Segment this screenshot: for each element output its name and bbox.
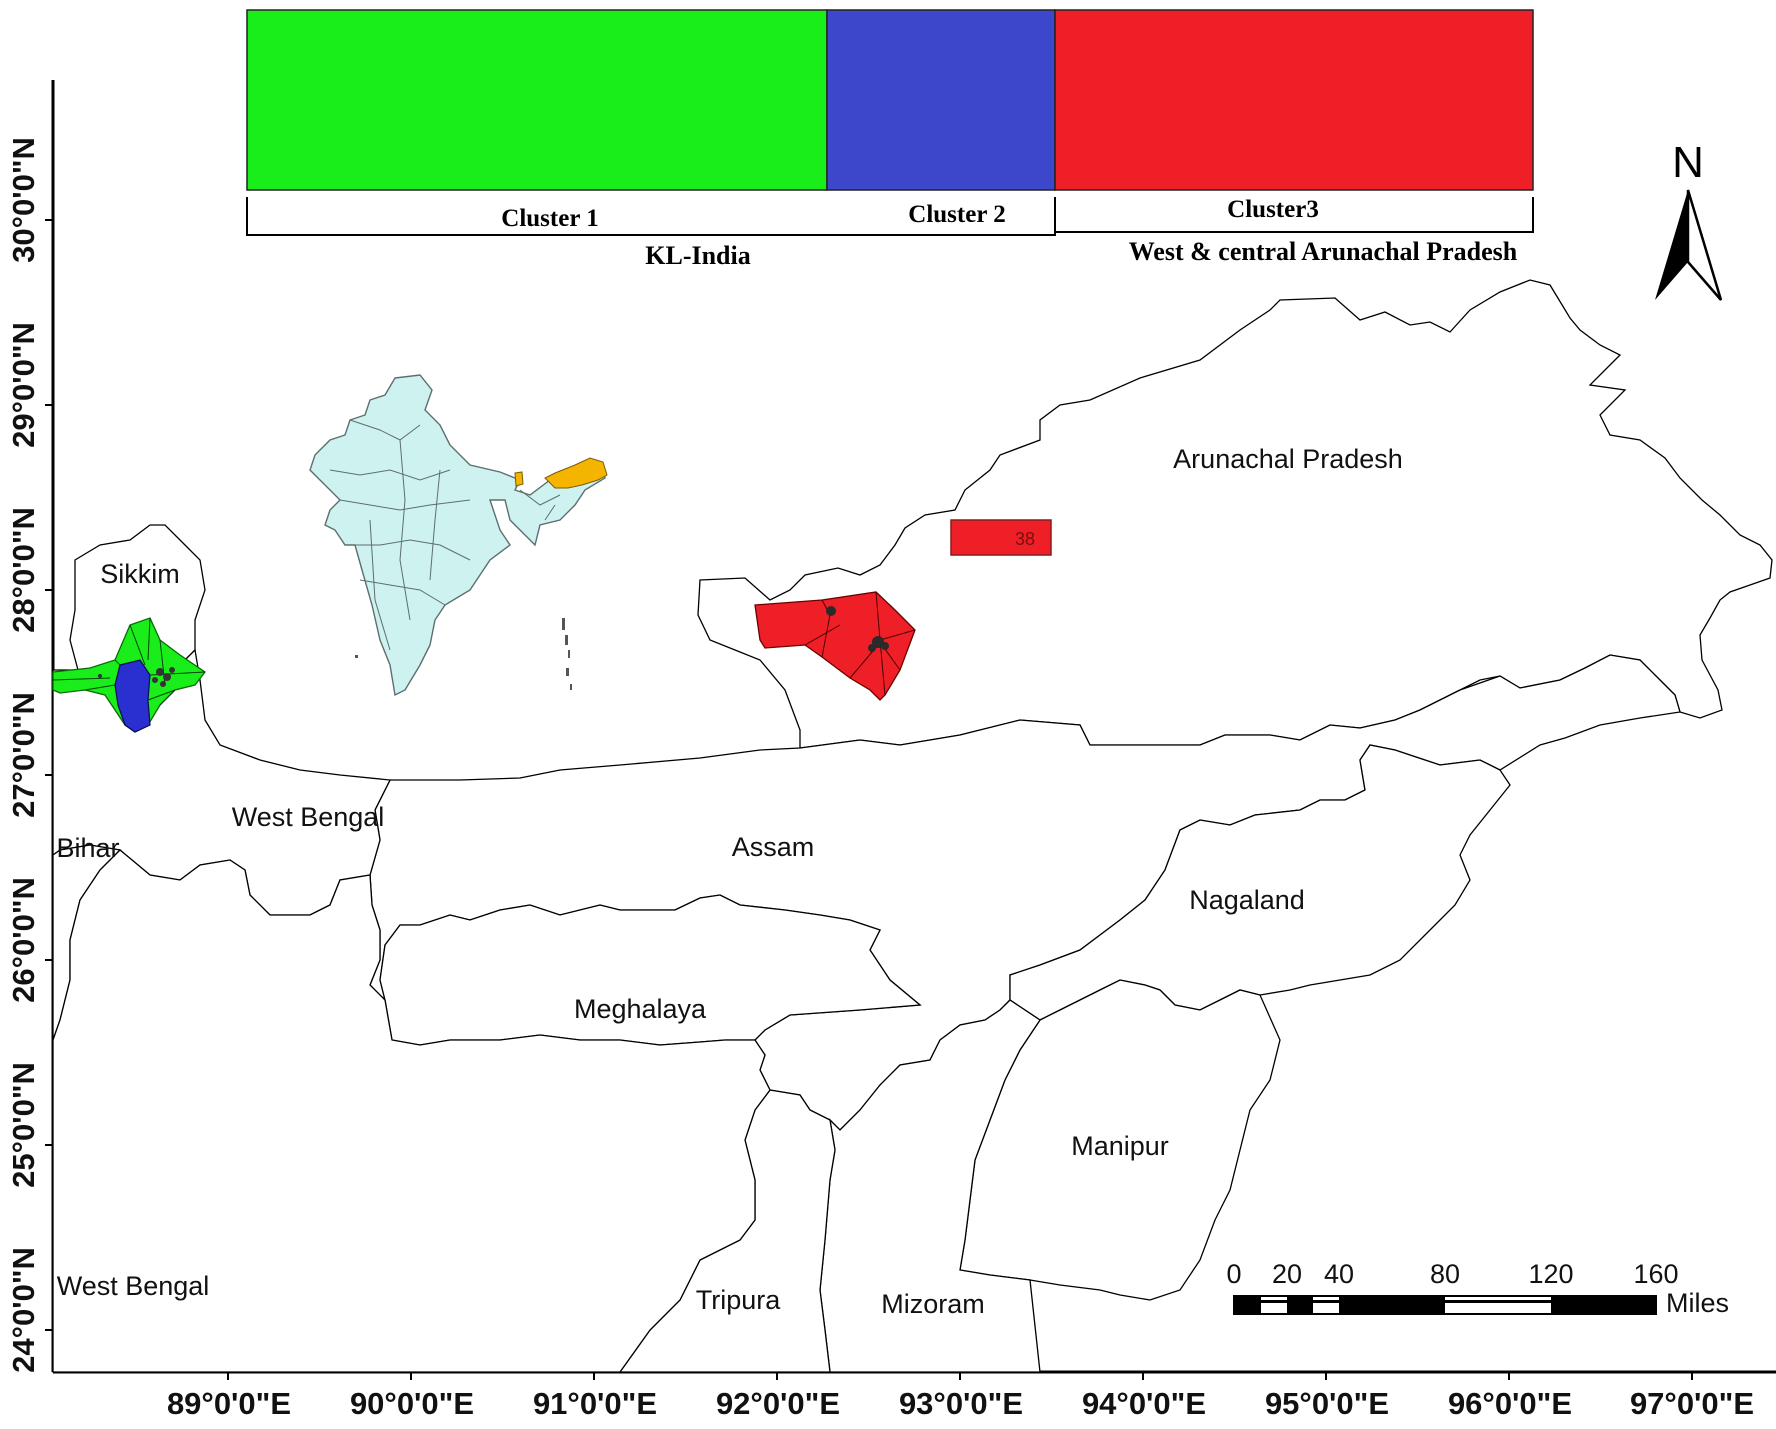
sample-polygon-sikkim: [52, 617, 206, 733]
scale-tick-160: 160: [1633, 1259, 1678, 1289]
state-boundaries: [52, 279, 1773, 1373]
lat-label-28: 28°0'0"N: [6, 507, 41, 633]
sample-polygon-arunachal: [754, 591, 916, 701]
lat-label-30: 30°0'0"N: [6, 137, 41, 263]
label-west-bengal-north: West Bengal: [232, 802, 385, 832]
label-assam: Assam: [732, 832, 815, 862]
scale-tick-0: 0: [1226, 1259, 1241, 1289]
lon-label-90: 90°0'0"E: [350, 1386, 474, 1421]
longitude-labels: 89°0'0"E 90°0'0"E 91°0'0"E 92°0'0"E 93°0…: [167, 1386, 1754, 1421]
lon-label-93: 93°0'0"E: [899, 1386, 1023, 1421]
label-tripura: Tripura: [696, 1285, 782, 1315]
lon-label-94: 94°0'0"E: [1082, 1386, 1206, 1421]
andaman-islands: [355, 618, 572, 690]
cluster-3-label: Cluster3: [1227, 196, 1319, 223]
lat-label-29: 29°0'0"N: [6, 322, 41, 448]
lon-label-91: 91°0'0"E: [533, 1386, 657, 1421]
label-arunachal-pradesh: Arunachal Pradesh: [1173, 444, 1403, 474]
state-labels: Arunachal Pradesh Sikkim West Bengal Bih…: [56, 444, 1402, 1319]
latitude-labels: 30°0'0"N 29°0'0"N 28°0'0"N 27°0'0"N 26°0…: [6, 137, 41, 1373]
lat-label-27: 27°0'0"N: [6, 692, 41, 818]
lat-label-25: 25°0'0"N: [6, 1062, 41, 1188]
lat-label-24: 24°0'0"N: [6, 1247, 41, 1373]
lon-label-89: 89°0'0"E: [167, 1386, 291, 1421]
cluster-2-bar: [826, 9, 1056, 191]
scale-tick-120: 120: [1528, 1259, 1573, 1289]
label-manipur: Manipur: [1071, 1131, 1169, 1161]
label-mizoram: Mizoram: [881, 1289, 985, 1319]
label-bihar: Bihar: [56, 833, 119, 863]
label-west-bengal-south: West Bengal: [57, 1271, 210, 1301]
india-inset-outline: [309, 374, 606, 697]
lon-label-92: 92°0'0"E: [716, 1386, 840, 1421]
label-sikkim: Sikkim: [100, 559, 180, 589]
north-arrow-label: N: [1672, 138, 1704, 187]
lat-label-26: 26°0'0"N: [6, 877, 41, 1003]
scale-tick-80: 80: [1430, 1259, 1460, 1289]
cluster-1-label: Cluster 1: [501, 205, 598, 232]
region-sikkim: [69, 524, 206, 673]
group-label-kl-india: KL-India: [645, 241, 751, 270]
frame-ticks: [45, 219, 1693, 1380]
bracket-arunachal: [1054, 197, 1534, 233]
label-meghalaya: Meghalaya: [574, 994, 707, 1024]
scale-unit: Miles: [1666, 1288, 1729, 1318]
lon-label-95: 95°0'0"E: [1265, 1386, 1389, 1421]
lon-label-96: 96°0'0"E: [1448, 1386, 1572, 1421]
region-west-bengal-south: [52, 849, 771, 1373]
structure-bar: Cluster 1 Cluster 2 Cluster3 KL-India We…: [246, 9, 1534, 270]
cluster-3-bar: [1054, 9, 1534, 191]
cluster-1-bar: [246, 9, 828, 191]
north-arrow: N: [1655, 138, 1723, 301]
sample-marker-38: 38: [950, 519, 1052, 556]
label-nagaland: Nagaland: [1189, 885, 1305, 915]
group-label-arunachal: West & central Arunachal Pradesh: [1129, 237, 1518, 266]
scale-tick-20: 20: [1272, 1259, 1302, 1289]
lon-label-97: 97°0'0"E: [1630, 1386, 1754, 1421]
highlighted-state-arunachal: [544, 457, 608, 489]
scale-tick-40: 40: [1324, 1259, 1354, 1289]
cluster-2-label: Cluster 2: [908, 201, 1005, 228]
india-inset-map: [309, 374, 608, 697]
sample-marker-38-label: 38: [1015, 529, 1035, 549]
scale-bar: 0 20 40 80 120 160 Miles: [1226, 1259, 1729, 1318]
north-arrow-icon: [1655, 190, 1688, 300]
